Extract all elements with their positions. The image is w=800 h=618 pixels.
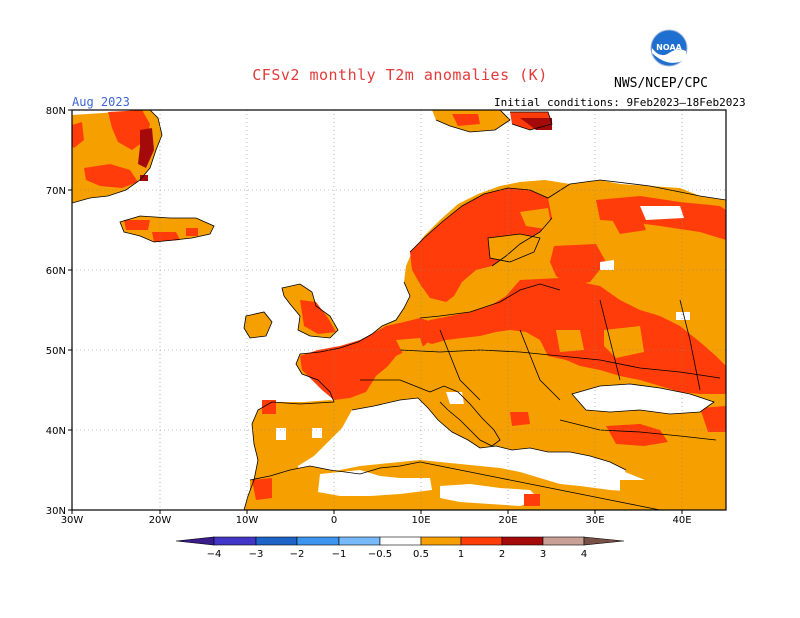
colorbar-cell bbox=[420, 536, 462, 546]
colorbar-arrow-low bbox=[175, 536, 215, 546]
agency-label: NWS/NCEP/CPC bbox=[614, 76, 708, 91]
latitude-labels: 80N 70N 60N 50N 40N 30N bbox=[46, 106, 66, 517]
noaa-logo: NOAA bbox=[650, 29, 688, 67]
map-area bbox=[72, 110, 726, 510]
colorbar-label: −3 bbox=[249, 549, 264, 560]
colorbar-cell bbox=[460, 536, 503, 546]
lat-label: 50N bbox=[46, 346, 66, 357]
forecast-month: Aug 2023 bbox=[72, 95, 130, 109]
lat-label: 70N bbox=[46, 186, 66, 197]
colorbar-label: −1 bbox=[332, 549, 347, 560]
colorbar-arrow-high bbox=[583, 536, 625, 546]
colorbar-label: 4 bbox=[581, 549, 587, 560]
colorbar-cell bbox=[213, 536, 257, 546]
lon-label: 30E bbox=[585, 515, 604, 526]
arctic-islands-region bbox=[432, 110, 552, 132]
greenland-region bbox=[72, 110, 162, 203]
coastlines bbox=[72, 110, 726, 510]
axis-ticks bbox=[68, 109, 683, 514]
colorbar-label: −0.5 bbox=[368, 549, 392, 560]
lon-label: 0 bbox=[331, 515, 337, 526]
colorbar-cell bbox=[296, 536, 340, 546]
lon-label: 40E bbox=[672, 515, 691, 526]
colorbar-cell bbox=[379, 536, 422, 546]
colorbar-label: 0.5 bbox=[413, 549, 429, 560]
colorbar-labels: −4 −3 −2 −1 −0.5 0.5 1 2 3 4 bbox=[207, 549, 588, 560]
colorbar-label: 3 bbox=[540, 549, 546, 560]
colorbar-label: 1 bbox=[458, 549, 464, 560]
lon-label: 20W bbox=[149, 515, 172, 526]
colorbar bbox=[175, 536, 625, 546]
initial-conditions: Initial conditions: 9Feb2023–18Feb2023 bbox=[494, 96, 746, 109]
lon-label: 20E bbox=[498, 515, 517, 526]
iceland-region bbox=[120, 216, 214, 242]
colorbar-cell bbox=[255, 536, 298, 546]
lat-label: 80N bbox=[46, 106, 66, 117]
lat-label: 40N bbox=[46, 426, 66, 437]
map-frame bbox=[71, 109, 727, 511]
lon-label: 10E bbox=[411, 515, 430, 526]
colorbar-cell bbox=[501, 536, 544, 546]
colorbar-label: −4 bbox=[207, 549, 222, 560]
colorbar-label: −2 bbox=[290, 549, 305, 560]
lon-label: 30W bbox=[61, 515, 84, 526]
lon-label: 10W bbox=[236, 515, 259, 526]
noaa-logo-text: NOAA bbox=[656, 43, 682, 52]
colorbar-label: 2 bbox=[499, 549, 505, 560]
colorbar-cell bbox=[542, 536, 585, 546]
lat-label: 60N bbox=[46, 266, 66, 277]
map-title: CFSv2 monthly T2m anomalies (K) bbox=[252, 66, 548, 84]
longitude-labels: 30W 20W 10W 0 10E 20E 30E 40E bbox=[61, 515, 692, 526]
europe-landmass bbox=[244, 180, 726, 510]
graticule bbox=[72, 110, 726, 510]
lat-label: 30N bbox=[46, 506, 66, 517]
colorbar-cell bbox=[338, 536, 381, 546]
